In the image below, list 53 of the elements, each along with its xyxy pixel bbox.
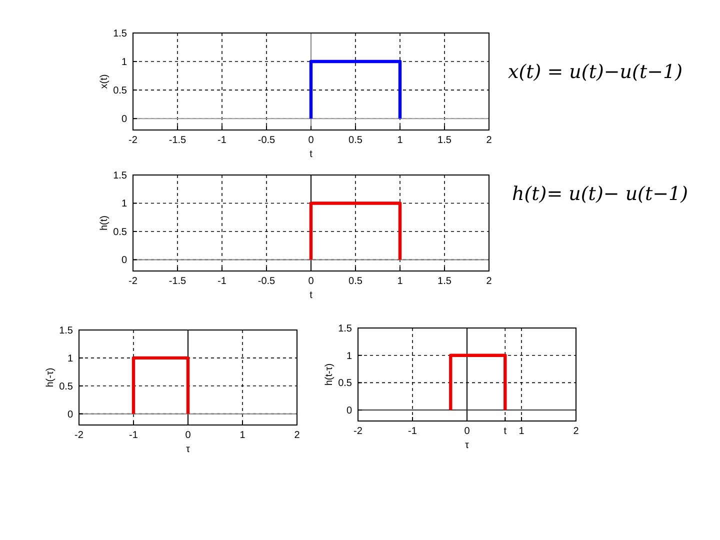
x-tick-label: 1 [397, 135, 404, 146]
x-axis-title: t [310, 149, 313, 160]
y-tick-label: 1 [121, 57, 128, 68]
x-tick-label: 1 [240, 430, 246, 441]
x-tick-label: 2 [573, 426, 580, 437]
x-tick-label: 0 [308, 135, 314, 146]
y-axis-title: x(t) [99, 74, 110, 89]
x-axis-title: t [310, 290, 313, 301]
x-tick-label: -2 [128, 135, 138, 146]
x-tick-label: -1.5 [168, 135, 187, 146]
x-tick-label: -2 [74, 430, 84, 441]
x-tick-label: -1 [408, 426, 418, 437]
x-tick-label: 1.5 [438, 135, 452, 146]
y-tick-label: 1 [121, 198, 128, 210]
y-tick-label: 1.5 [113, 28, 128, 40]
y-tick-label: 0 [346, 406, 352, 417]
x-tick-label: -2 [354, 426, 363, 437]
x-tick-label: 0 [185, 430, 192, 441]
x-tick-label: -1.5 [168, 276, 187, 287]
x-tick-label: -2 [128, 276, 138, 287]
y-axis-title: h(t-τ) [324, 363, 335, 386]
y-tick-label: 0.5 [113, 86, 128, 97]
y-tick-label: 1 [346, 350, 352, 362]
y-tick-label: 0 [121, 114, 128, 126]
x-tick-label: 2 [486, 276, 492, 287]
x-axis-title: τ [186, 444, 190, 455]
y-tick-label: 1 [67, 353, 74, 364]
x-tick-label: -1 [218, 276, 227, 287]
x-tick-label: -1 [129, 430, 138, 441]
x-tick-label: 2 [486, 135, 492, 146]
y-tick-label: 1.5 [59, 326, 74, 336]
y-axis-title: h(t) [99, 216, 110, 230]
x-tick-label: 1.5 [438, 276, 452, 287]
text: x(t) = u(t)−u(t−1) [508, 61, 682, 83]
x-tick-label: 0 [464, 426, 470, 437]
y-tick-label: 1.5 [338, 324, 352, 334]
y-tick-label: 0.5 [338, 378, 352, 390]
x-tick-label: 0 [308, 276, 314, 287]
y-tick-label: 0 [121, 255, 128, 266]
y-tick-label: 0 [67, 409, 74, 420]
y-tick-label: 0.5 [113, 226, 128, 238]
x-tick-label: 1 [397, 276, 404, 287]
x-tick-label: 1 [518, 426, 525, 437]
y-axis-title: h(-τ) [45, 368, 56, 388]
x-tick-label: -0.5 [258, 135, 276, 146]
y-tick-label: 0.5 [59, 381, 74, 392]
x-tick-label: t [504, 426, 507, 437]
y-tick-label: 1.5 [113, 170, 128, 182]
x-tick-label: 2 [294, 430, 300, 441]
x-tick-label: -0.5 [258, 276, 276, 287]
text: h(t)= u(t)− u(t−1) [512, 183, 688, 205]
x-axis-title: τ [465, 440, 470, 451]
x-tick-label: -1 [218, 135, 227, 146]
